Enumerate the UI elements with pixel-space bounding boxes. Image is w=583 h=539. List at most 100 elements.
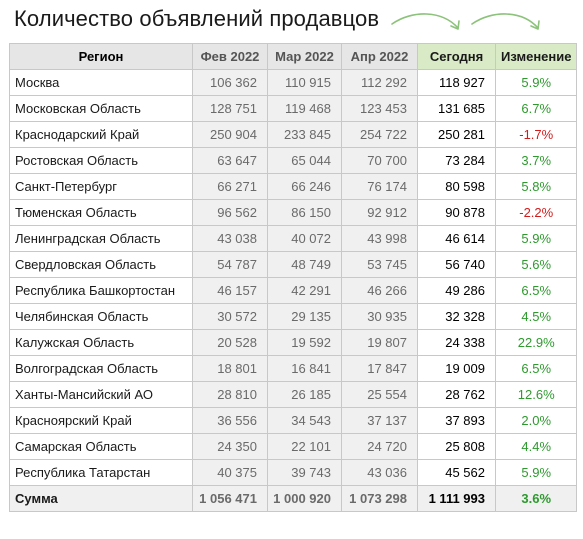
cell-feb: 18 801 xyxy=(192,355,268,382)
cell-today: 118 927 xyxy=(417,69,496,96)
cell-mar: 26 185 xyxy=(267,381,342,408)
table-row: Свердловская Область 54 787 48 749 53 745 56… xyxy=(9,251,578,278)
cell-feb: 54 787 xyxy=(192,251,268,278)
cell-change: -1.7% xyxy=(494,121,578,148)
column-header-region[interactable]: Регион xyxy=(9,43,193,70)
cell-change: 3.7% xyxy=(494,147,578,174)
cell-feb: 250 904 xyxy=(192,121,268,148)
cell-change: 5.9% xyxy=(494,459,578,486)
cell-region: Красноярский Край xyxy=(9,407,193,434)
cell-today: 250 281 xyxy=(417,121,496,148)
table-row: Краснодарский Край 250 904 233 845 254 722 2… xyxy=(9,121,578,148)
total-today: 1 111 993 xyxy=(417,485,496,512)
cell-today: 32 328 xyxy=(417,303,496,330)
cell-mar: 22 101 xyxy=(267,433,342,460)
cell-mar: 34 543 xyxy=(267,407,342,434)
arrows-decoration xyxy=(391,13,540,30)
total-label: Сумма xyxy=(9,485,193,512)
cell-region: Москва xyxy=(9,69,193,96)
cell-region: Свердловская Область xyxy=(9,251,193,278)
total-apr: 1 073 298 xyxy=(341,485,418,512)
cell-apr: 19 807 xyxy=(341,329,418,356)
cell-today: 46 614 xyxy=(417,225,496,252)
cell-today: 80 598 xyxy=(417,173,496,200)
cell-region: Калужская Область xyxy=(9,329,193,356)
cell-apr: 70 700 xyxy=(341,147,418,174)
curved-arrow-icon xyxy=(391,13,460,30)
cell-feb: 28 810 xyxy=(192,381,268,408)
cell-apr: 37 137 xyxy=(341,407,418,434)
table-row: Республика Башкортостан 46 157 42 291 46 26… xyxy=(9,277,578,304)
cell-mar: 39 743 xyxy=(267,459,342,486)
cell-mar: 86 150 xyxy=(267,199,342,226)
cell-mar: 110 915 xyxy=(267,69,342,96)
cell-region: Ленинградская Область xyxy=(9,225,193,252)
cell-feb: 46 157 xyxy=(192,277,268,304)
cell-apr: 53 745 xyxy=(341,251,418,278)
cell-today: 131 685 xyxy=(417,95,496,122)
cell-mar: 29 135 xyxy=(267,303,342,330)
cell-apr: 43 998 xyxy=(341,225,418,252)
cell-change: 2.0% xyxy=(494,407,578,434)
cell-apr: 92 912 xyxy=(341,199,418,226)
cell-today: 37 893 xyxy=(417,407,496,434)
table-row: Республика Татарстан 40 375 39 743 43 036 45… xyxy=(9,459,578,486)
cell-mar: 233 845 xyxy=(267,121,342,148)
cell-region: Московская Область xyxy=(9,95,193,122)
cell-apr: 46 266 xyxy=(341,277,418,304)
cell-today: 28 762 xyxy=(417,381,496,408)
cell-today: 45 562 xyxy=(417,459,496,486)
cell-change: 6.5% xyxy=(494,277,578,304)
cell-apr: 30 935 xyxy=(341,303,418,330)
cell-today: 24 338 xyxy=(417,329,496,356)
cell-change: 4.4% xyxy=(494,433,578,460)
cell-apr: 254 722 xyxy=(341,121,418,148)
cell-apr: 43 036 xyxy=(341,459,418,486)
cell-region: Краснодарский Край xyxy=(9,121,193,148)
column-header-feb[interactable]: Фев 2022 xyxy=(192,43,268,70)
total-change: 3.6% xyxy=(494,485,578,512)
table-row: Ростовская Область 63 647 65 044 70 700 73 2… xyxy=(9,147,578,174)
cell-mar: 65 044 xyxy=(267,147,342,174)
cell-mar: 66 246 xyxy=(267,173,342,200)
table-row: Ленинградская Область 43 038 40 072 43 998 4… xyxy=(9,225,578,252)
cell-apr: 76 174 xyxy=(341,173,418,200)
cell-today: 90 878 xyxy=(417,199,496,226)
cell-region: Тюменская Область xyxy=(9,199,193,226)
cell-today: 56 740 xyxy=(417,251,496,278)
cell-apr: 112 292 xyxy=(341,69,418,96)
column-header-mar[interactable]: Мар 2022 xyxy=(267,43,342,70)
total-mar: 1 000 920 xyxy=(267,485,342,512)
cell-feb: 66 271 xyxy=(192,173,268,200)
cell-mar: 40 072 xyxy=(267,225,342,252)
cell-feb: 36 556 xyxy=(192,407,268,434)
table-row: Самарская Область 24 350 22 101 24 720 25 80… xyxy=(9,433,578,460)
column-header-today[interactable]: Сегодня xyxy=(417,43,496,70)
cell-change: 5.9% xyxy=(494,225,578,252)
cell-feb: 96 562 xyxy=(192,199,268,226)
page-title: Количество объявлений продавцов xyxy=(14,6,380,31)
cell-today: 73 284 xyxy=(417,147,496,174)
cell-region: Челябинская Область xyxy=(9,303,193,330)
cell-feb: 106 362 xyxy=(192,69,268,96)
total-row: Сумма 1 056 471 1 000 920 1 073 298 1 11… xyxy=(9,485,578,512)
table-row: Ханты-Мансийский АО 28 810 26 185 25 554 28 … xyxy=(9,381,578,408)
table-row: Москва 106 362 110 915 112 292 118 927 5.9% xyxy=(9,69,578,96)
cell-apr: 25 554 xyxy=(341,381,418,408)
sellers-table: Регион Фев 2022 Мар 2022 Апр 2022 Сегодн… xyxy=(9,43,578,512)
cell-change: 6.7% xyxy=(494,95,578,122)
cell-apr: 24 720 xyxy=(341,433,418,460)
column-header-change[interactable]: Изменение xyxy=(494,43,578,70)
cell-feb: 30 572 xyxy=(192,303,268,330)
table-row: Калужская Область 20 528 19 592 19 807 24 33… xyxy=(9,329,578,356)
cell-region: Ханты-Мансийский АО xyxy=(9,381,193,408)
cell-region: Самарская Область xyxy=(9,433,193,460)
table-row: Тюменская Область 96 562 86 150 92 912 90 87… xyxy=(9,199,578,226)
cell-apr: 17 847 xyxy=(341,355,418,382)
cell-change: 12.6% xyxy=(494,381,578,408)
column-header-apr[interactable]: Апр 2022 xyxy=(341,43,418,70)
cell-mar: 19 592 xyxy=(267,329,342,356)
cell-change: 5.9% xyxy=(494,69,578,96)
cell-apr: 123 453 xyxy=(341,95,418,122)
cell-mar: 16 841 xyxy=(267,355,342,382)
